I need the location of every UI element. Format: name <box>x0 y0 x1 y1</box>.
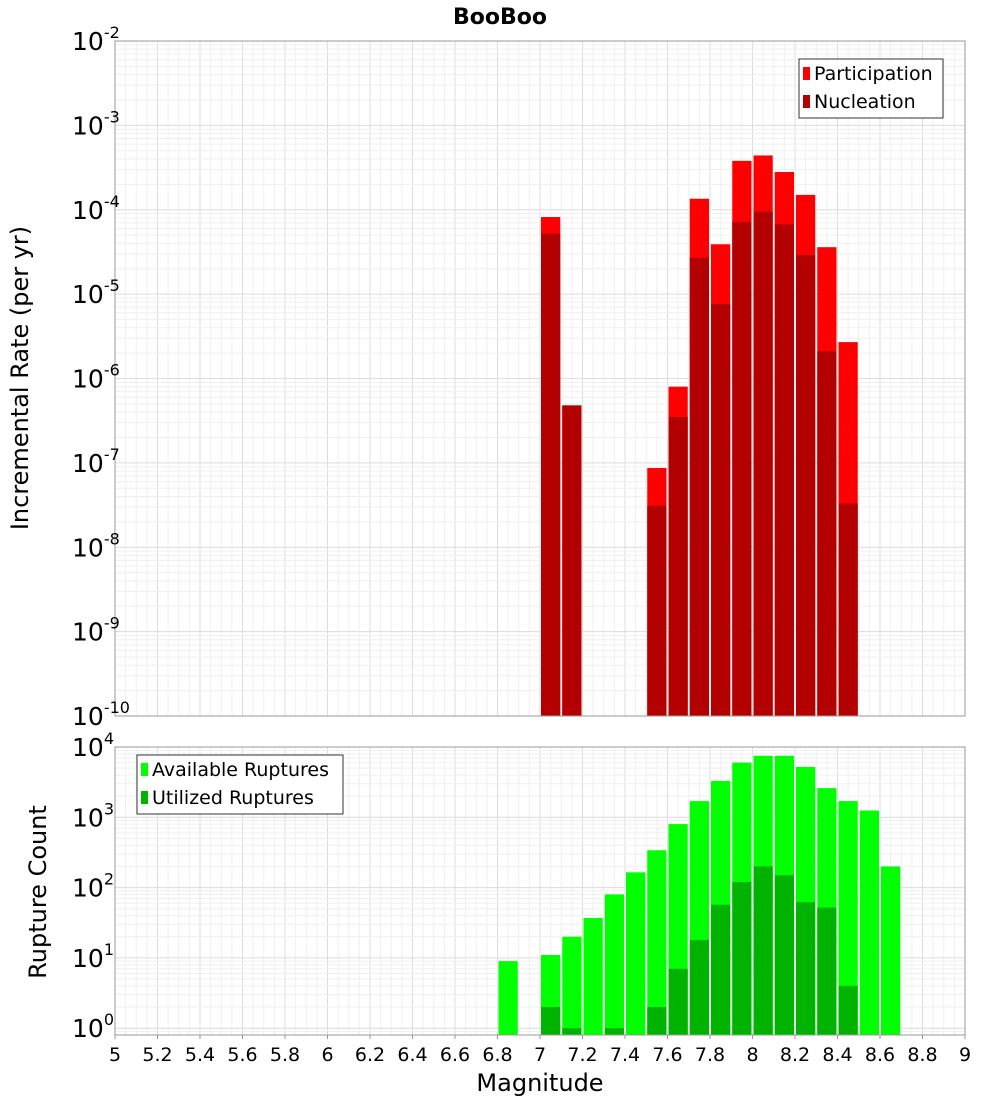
top-y-axis-label: Incremental Rate (per yr) <box>6 226 34 530</box>
legend-entry: Nucleation <box>814 91 916 113</box>
x-tick-label: 7 <box>534 1044 546 1066</box>
series-nucleation <box>541 211 858 717</box>
bar-nucleation <box>732 221 752 716</box>
y-tick-label: 10-10 <box>72 698 130 731</box>
chart-title: BooBoo <box>453 5 547 30</box>
x-tick-label: 7.8 <box>695 1044 725 1066</box>
plot-frame <box>114 40 966 717</box>
y-tick-label: 100 <box>72 1010 114 1043</box>
bar-nucleation <box>562 405 582 716</box>
y-tick-label: 101 <box>72 940 114 973</box>
bar-available-ruptures <box>838 801 858 1035</box>
x-tick-label: 6 <box>321 1044 333 1066</box>
bar-utilized-ruptures <box>541 1007 561 1035</box>
bar-utilized-ruptures <box>711 904 731 1035</box>
bar-utilized-ruptures <box>817 907 837 1035</box>
x-tick-label: 6.2 <box>355 1044 385 1066</box>
legend-swatch <box>803 95 810 108</box>
bar-nucleation <box>817 351 837 716</box>
bar-utilized-ruptures <box>647 1007 667 1035</box>
bar-nucleation <box>668 416 688 716</box>
bar-nucleation <box>711 304 731 716</box>
bar-nucleation <box>838 503 858 716</box>
x-tick-label: 5.6 <box>227 1044 257 1066</box>
x-tick-label: 6.6 <box>440 1044 470 1066</box>
grid-lines <box>114 40 966 717</box>
bar-utilized-ruptures <box>796 902 816 1035</box>
y-tick-label: 10-9 <box>72 614 120 647</box>
bar-nucleation <box>689 257 709 716</box>
bar-utilized-ruptures <box>604 1028 624 1035</box>
bar-nucleation <box>796 255 816 716</box>
rate-plot-panel: 10-10 10-9 10-8 10-7 10-6 10-5 10-4 10-3 10-2 Par… <box>72 23 966 731</box>
bottom-y-axis-label: Rupture Count <box>24 805 52 979</box>
y-tick-label: 10-6 <box>72 361 120 394</box>
bar-available-ruptures <box>562 936 582 1035</box>
y-tick-label: 102 <box>72 870 114 903</box>
x-tick-label: 7.4 <box>610 1044 640 1066</box>
y-tick-label: 10-4 <box>72 192 120 225</box>
x-tick-label: 7.2 <box>567 1044 597 1066</box>
bar-utilized-ruptures <box>732 882 752 1035</box>
x-tick-label: 6.4 <box>397 1044 427 1066</box>
bar-available-ruptures <box>881 866 901 1035</box>
x-axis-label: Magnitude <box>476 1069 603 1097</box>
legend-swatch <box>141 763 148 776</box>
x-tick-label: 9 <box>959 1044 971 1066</box>
legend: Available Ruptures Utilized Ruptures <box>136 754 344 815</box>
x-tick-label: 5 <box>109 1044 121 1066</box>
x-tick-label: 8.4 <box>822 1044 852 1066</box>
legend-swatch <box>141 791 148 804</box>
x-tick-label: 6.8 <box>482 1044 512 1066</box>
legend-swatch <box>803 67 810 80</box>
bar-available-ruptures <box>626 872 646 1035</box>
y-tick-label: 10-3 <box>72 107 120 140</box>
series-utilized-ruptures <box>541 866 858 1035</box>
x-tick-label: 5.8 <box>270 1044 300 1066</box>
y-tick-label: 10-8 <box>72 529 120 562</box>
legend-entry: Available Ruptures <box>152 759 329 781</box>
bar-nucleation <box>541 233 561 716</box>
bar-utilized-ruptures <box>774 875 794 1035</box>
legend: Participation Nucleation <box>798 58 944 119</box>
legend-entry: Utilized Ruptures <box>152 787 314 809</box>
x-tick-label: 5.4 <box>185 1044 215 1066</box>
bar-nucleation <box>647 505 667 716</box>
bar-utilized-ruptures <box>753 866 773 1035</box>
y-tick-label: 103 <box>72 799 114 832</box>
legend-entry: Participation <box>814 63 933 85</box>
y-tick-label: 10-5 <box>72 276 120 309</box>
bar-utilized-ruptures <box>838 985 858 1035</box>
bar-available-ruptures <box>604 894 624 1035</box>
x-tick-label: 8.6 <box>865 1044 895 1066</box>
bar-nucleation <box>753 211 773 716</box>
bar-nucleation <box>774 224 794 717</box>
bar-utilized-ruptures <box>668 968 688 1035</box>
bar-available-ruptures <box>583 917 603 1035</box>
x-tick-label: 7.6 <box>652 1044 682 1066</box>
bar-available-ruptures <box>498 961 518 1035</box>
x-tick-label: 8.2 <box>780 1044 810 1066</box>
x-tick-label: 5.2 <box>142 1044 172 1066</box>
x-tick-label: 8.8 <box>907 1044 937 1066</box>
bar-available-ruptures <box>647 850 667 1035</box>
rupture-count-plot-panel: 100 101 102 103 104 5 5.2 5.4 5.6 5.8 6 6.2 6.4 6.6 6.… <box>72 729 971 1066</box>
y-tick-label: 104 <box>72 729 114 762</box>
bar-utilized-ruptures <box>562 1028 582 1035</box>
y-tick-label: 10-2 <box>72 23 120 56</box>
bar-available-ruptures <box>859 810 879 1035</box>
x-tick-label: 8 <box>746 1044 758 1066</box>
y-tick-label: 10-7 <box>72 445 120 478</box>
bar-utilized-ruptures <box>689 939 709 1035</box>
